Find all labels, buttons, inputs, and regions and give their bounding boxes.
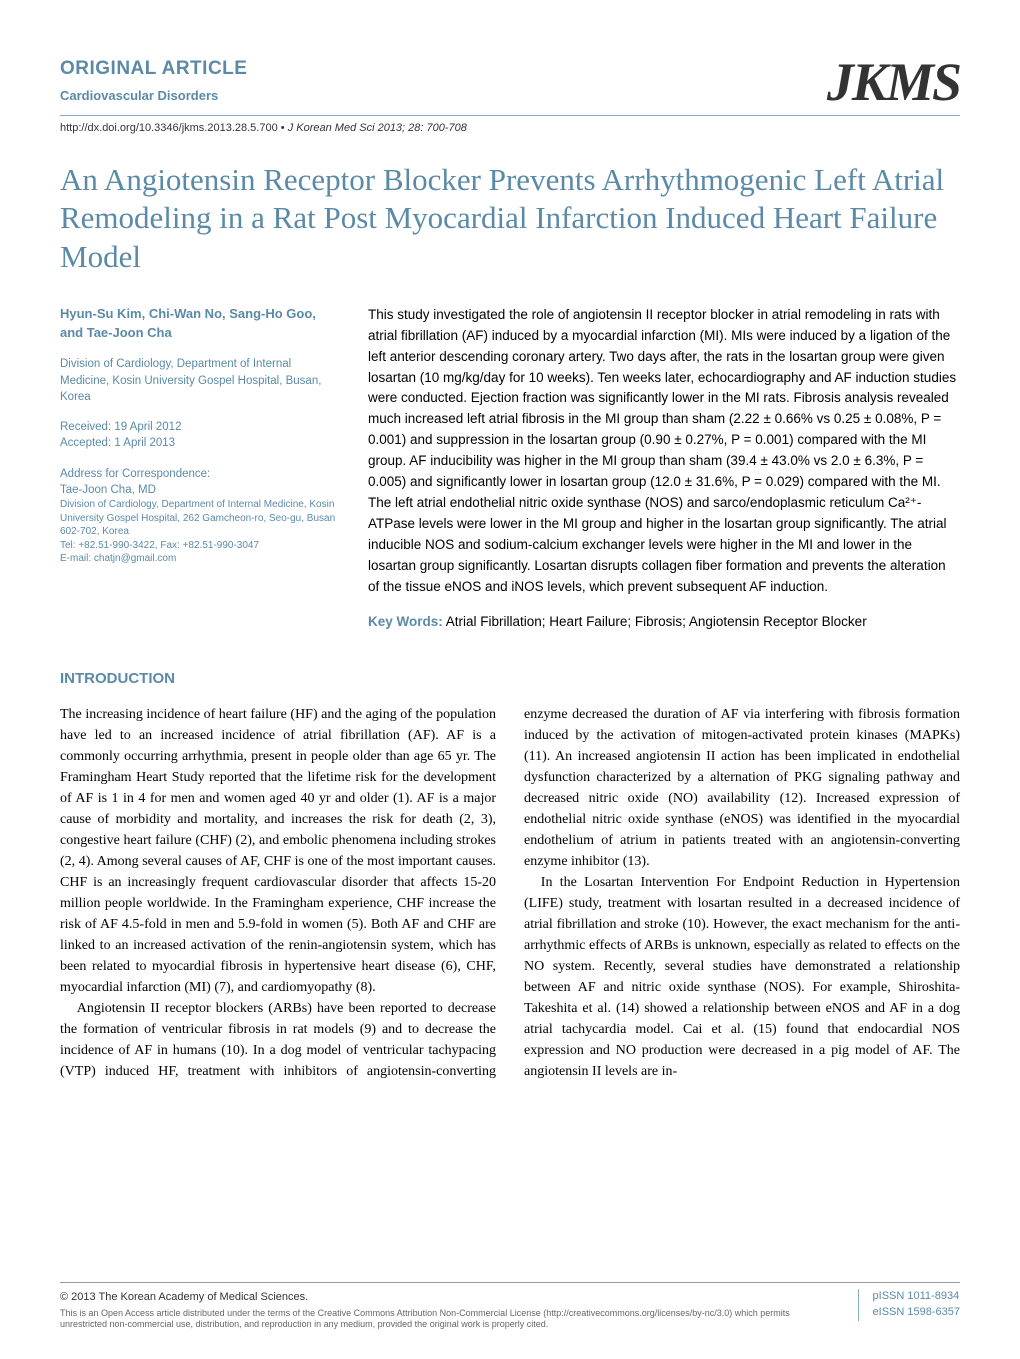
- article-title: An Angiotensin Receptor Blocker Prevents…: [60, 161, 960, 277]
- article-dates: Received: 19 April 2012 Accepted: 1 Apri…: [60, 419, 340, 452]
- intro-paragraph-1: The increasing incidence of heart failur…: [60, 704, 496, 998]
- affiliation: Division of Cardiology, Department of In…: [60, 356, 340, 404]
- eissn: eISSN 1598-6357: [873, 1305, 960, 1321]
- authors: Hyun-Su Kim, Chi-Wan No, Sang-Ho Goo, an…: [60, 305, 340, 343]
- introduction-section: INTRODUCTION The increasing incidence of…: [60, 668, 960, 1083]
- doi-line: http://dx.doi.org/10.3346/jkms.2013.28.5…: [60, 120, 960, 137]
- footer-content: © 2013 The Korean Academy of Medical Sci…: [60, 1289, 960, 1331]
- header-left: ORIGINAL ARTICLE Cardiovascular Disorder…: [60, 55, 247, 105]
- metadata-column: Hyun-Su Kim, Chi-Wan No, Sang-Ho Goo, an…: [60, 305, 340, 632]
- header-top-row: ORIGINAL ARTICLE Cardiovascular Disorder…: [60, 55, 960, 109]
- correspondence-label: Address for Correspondence:: [60, 466, 340, 482]
- doi-url: http://dx.doi.org/10.3346/jkms.2013.28.5…: [60, 122, 278, 134]
- received-date: Received: 19 April 2012: [60, 419, 340, 436]
- copyright: © 2013 The Korean Academy of Medical Sci…: [60, 1289, 838, 1306]
- introduction-heading: INTRODUCTION: [60, 668, 960, 691]
- keywords-text: Atrial Fibrillation; Heart Failure; Fibr…: [443, 614, 867, 629]
- pissn: pISSN 1011-8934: [873, 1289, 960, 1305]
- introduction-body: The increasing incidence of heart failur…: [60, 704, 960, 1082]
- footer-left: © 2013 The Korean Academy of Medical Sci…: [60, 1289, 858, 1331]
- keywords-label: Key Words:: [368, 614, 443, 629]
- correspondence-name: Tae-Joon Cha, MD: [60, 482, 340, 498]
- section-subtitle: Cardiovascular Disorders: [60, 86, 247, 106]
- license-text: This is an Open Access article distribut…: [60, 1308, 838, 1331]
- article-type: ORIGINAL ARTICLE: [60, 55, 247, 84]
- meta-abstract-row: Hyun-Su Kim, Chi-Wan No, Sang-Ho Goo, an…: [60, 305, 960, 632]
- correspondence-block: Address for Correspondence: Tae-Joon Cha…: [60, 466, 340, 566]
- accepted-date: Accepted: 1 April 2013: [60, 435, 340, 452]
- correspondence-details: Division of Cardiology, Department of In…: [60, 498, 340, 566]
- bullet: •: [281, 122, 285, 134]
- abstract-text: This study investigated the role of angi…: [368, 305, 960, 598]
- footer-rule: [60, 1282, 960, 1283]
- footer-issn: pISSN 1011-8934 eISSN 1598-6357: [858, 1289, 960, 1321]
- page-footer: © 2013 The Korean Academy of Medical Sci…: [60, 1282, 960, 1331]
- journal-reference: J Korean Med Sci 2013; 28: 700-708: [288, 122, 467, 134]
- abstract-column: This study investigated the role of angi…: [368, 305, 960, 632]
- page-header: ORIGINAL ARTICLE Cardiovascular Disorder…: [60, 55, 960, 137]
- keywords-line: Key Words: Atrial Fibrillation; Heart Fa…: [368, 612, 960, 632]
- header-rule: [60, 115, 960, 116]
- journal-logo: JKMS: [827, 55, 960, 109]
- intro-paragraph-3: In the Losartan Intervention For Endpoin…: [524, 872, 960, 1082]
